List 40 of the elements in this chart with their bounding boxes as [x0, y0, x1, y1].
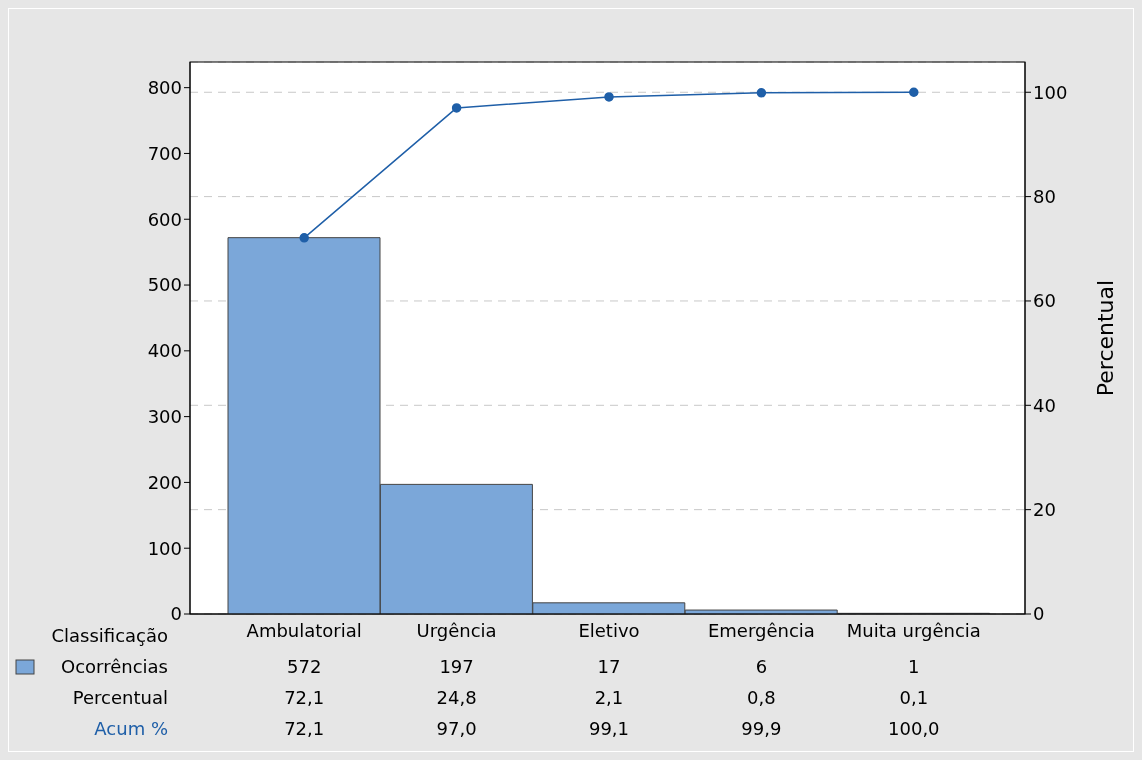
data-label: 99,9: [740, 717, 783, 741]
text: 72,1: [283, 686, 326, 710]
x-tick-label: Emergência: [707, 619, 815, 641]
x-tick-label: Muita urgência: [846, 619, 981, 641]
y2-tick-label: 20: [1033, 499, 1056, 521]
y2-tick-label: 0: [1033, 603, 1045, 625]
y2-tick-label: 100: [1033, 81, 1068, 103]
y-tick-label: 200: [147, 471, 182, 493]
text: 24,8: [435, 686, 478, 710]
y-tick-label: 400: [147, 340, 182, 362]
data-label: 572: [286, 655, 323, 679]
y2-tick-label: 40: [1033, 394, 1056, 416]
x-tick-label: Eletivo: [578, 619, 640, 641]
y-tick-label: 800: [147, 77, 182, 99]
x-axis-title: Classificação: [50, 624, 168, 648]
y-tick-label: 300: [147, 406, 182, 428]
text: 0,1: [898, 686, 930, 710]
y-tick-label: 500: [147, 274, 182, 296]
x-tick-label: Ambulatorial: [246, 619, 362, 641]
y-tick-label: 700: [147, 142, 182, 164]
data-label: 17: [596, 655, 622, 679]
y2-axis-title: Percentual: [1092, 279, 1118, 397]
text: Percentual: [71, 686, 168, 710]
data-label: 99,1: [587, 717, 631, 741]
y-tick-label: 0: [170, 603, 182, 625]
y-tick-label: 100: [147, 537, 182, 559]
text: Acum %: [93, 717, 168, 741]
x-tick-label: Urgência: [416, 619, 497, 641]
data-label: 1: [907, 655, 921, 679]
data-label: 72,1: [283, 717, 326, 741]
data-label: 6: [754, 655, 769, 679]
y-tick-label: 600: [147, 208, 182, 230]
data-label: 97,0: [435, 717, 478, 741]
data-label: 197: [438, 655, 475, 679]
text: 2,1: [593, 686, 625, 710]
text: 0,8: [746, 686, 777, 710]
y2-tick-label: 60: [1033, 290, 1056, 312]
y2-tick-label: 80: [1033, 186, 1056, 207]
data-label: 100,0: [887, 717, 941, 741]
legend-label: Ocorrências: [60, 655, 168, 679]
